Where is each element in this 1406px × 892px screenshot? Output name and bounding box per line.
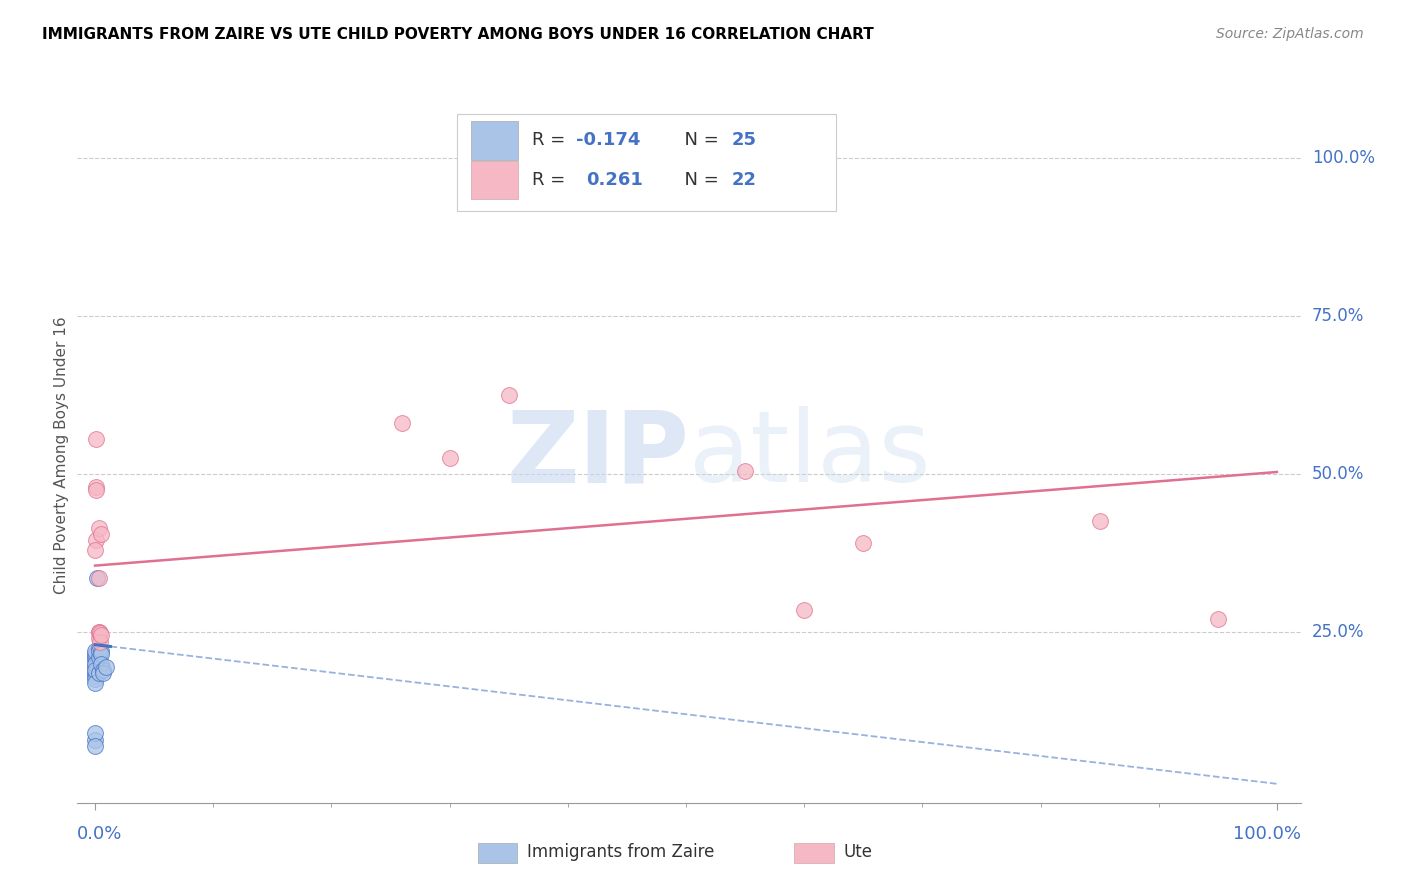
Text: 0.261: 0.261 xyxy=(586,171,643,189)
Point xyxy=(90,657,112,671)
Text: IMMIGRANTS FROM ZAIRE VS UTE CHILD POVERTY AMONG BOYS UNDER 16 CORRELATION CHART: IMMIGRANTS FROM ZAIRE VS UTE CHILD POVER… xyxy=(42,27,875,42)
Point xyxy=(87,571,110,585)
Point xyxy=(84,479,107,493)
Point xyxy=(439,451,461,466)
Point xyxy=(91,663,114,677)
Text: 100.0%: 100.0% xyxy=(1233,825,1301,843)
Point xyxy=(734,464,756,478)
Point xyxy=(87,650,110,665)
Point xyxy=(84,675,107,690)
Point xyxy=(84,653,107,667)
Point xyxy=(84,666,107,681)
Point xyxy=(793,603,815,617)
Point xyxy=(84,673,107,687)
Point xyxy=(90,628,112,642)
Point xyxy=(87,640,110,655)
Point xyxy=(84,644,107,658)
Point xyxy=(84,739,107,753)
Point xyxy=(498,388,520,402)
Point xyxy=(90,527,112,541)
Text: N =: N = xyxy=(673,131,724,150)
Point xyxy=(84,669,107,683)
Point xyxy=(94,660,117,674)
Point xyxy=(87,632,110,646)
Point xyxy=(84,663,107,677)
Point xyxy=(91,666,114,681)
Text: 0.0%: 0.0% xyxy=(77,825,122,843)
Point xyxy=(86,571,108,585)
Text: 25: 25 xyxy=(731,131,756,150)
Bar xyxy=(471,161,517,199)
Point xyxy=(1088,514,1111,528)
Point xyxy=(89,634,111,648)
Point xyxy=(87,625,110,640)
Point xyxy=(89,626,111,640)
Text: R =: R = xyxy=(533,131,571,150)
Y-axis label: Child Poverty Among Boys Under 16: Child Poverty Among Boys Under 16 xyxy=(53,316,69,594)
Point xyxy=(391,417,413,431)
Text: -0.174: -0.174 xyxy=(576,131,641,150)
Text: Ute: Ute xyxy=(844,843,873,861)
Point xyxy=(84,542,107,557)
Point xyxy=(84,432,107,446)
Text: 50.0%: 50.0% xyxy=(1312,465,1364,483)
Point xyxy=(87,644,110,658)
Point xyxy=(87,521,110,535)
Text: ZIP: ZIP xyxy=(506,407,689,503)
Text: Source: ZipAtlas.com: Source: ZipAtlas.com xyxy=(1216,27,1364,41)
Point xyxy=(84,533,107,548)
Point xyxy=(84,732,107,747)
Text: atlas: atlas xyxy=(689,407,931,503)
Text: 25.0%: 25.0% xyxy=(1312,623,1364,641)
Text: N =: N = xyxy=(673,171,724,189)
Point xyxy=(90,644,112,658)
Point xyxy=(90,647,112,661)
Text: 75.0%: 75.0% xyxy=(1312,307,1364,325)
Point xyxy=(87,666,110,681)
Point xyxy=(84,483,107,497)
Point xyxy=(84,660,107,674)
Text: Immigrants from Zaire: Immigrants from Zaire xyxy=(527,843,714,861)
Point xyxy=(852,536,875,550)
Text: 100.0%: 100.0% xyxy=(1312,149,1375,167)
Point xyxy=(1206,612,1229,626)
Point xyxy=(84,726,107,740)
Text: R =: R = xyxy=(533,171,576,189)
Text: 22: 22 xyxy=(731,171,756,189)
Bar xyxy=(471,121,517,160)
FancyBboxPatch shape xyxy=(457,114,835,211)
Point xyxy=(84,657,107,671)
Point xyxy=(84,647,107,661)
Point xyxy=(87,625,110,640)
Point xyxy=(84,650,107,665)
